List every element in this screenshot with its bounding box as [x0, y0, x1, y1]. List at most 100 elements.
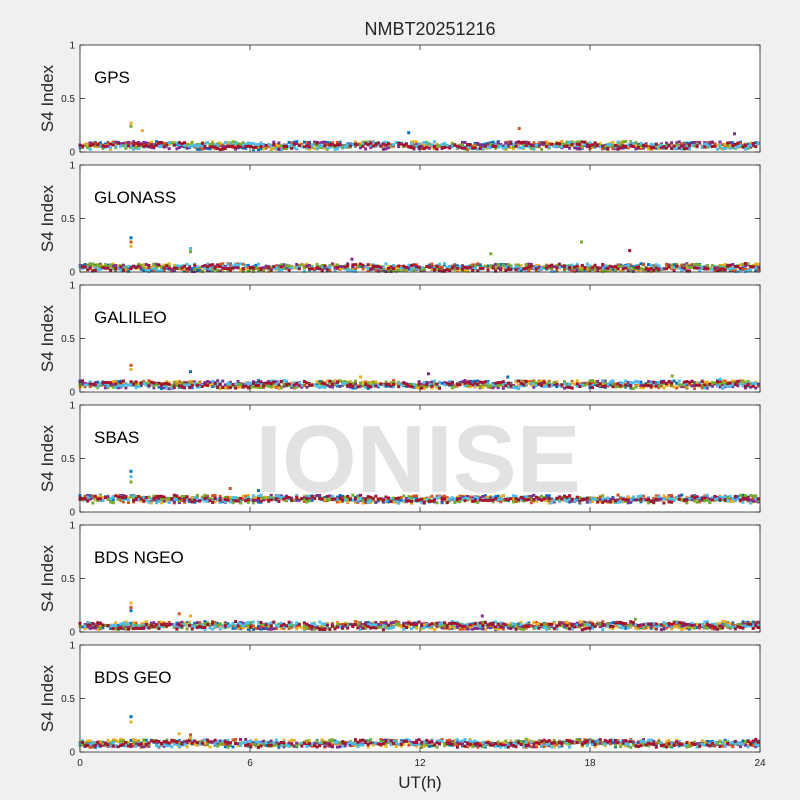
s4-point [285, 264, 288, 268]
s4-spike-point [670, 374, 674, 378]
s4-point [672, 379, 676, 383]
s4-point [542, 382, 546, 386]
s4-point [726, 141, 730, 145]
s4-point [180, 381, 184, 385]
s4-point [654, 263, 658, 267]
s4-point [170, 384, 174, 388]
s4-point [540, 266, 543, 270]
s4-point [221, 498, 225, 502]
s4-point [343, 145, 347, 149]
s4-point [614, 144, 617, 147]
s4-point [402, 268, 406, 272]
s4-point [81, 265, 84, 269]
s4-point [402, 494, 406, 498]
s4-point [392, 379, 396, 383]
s4-point [282, 146, 286, 150]
s4-point [180, 142, 184, 146]
s4-point [308, 494, 311, 498]
s4-point [654, 142, 658, 146]
s4-point [705, 383, 709, 387]
s4-point [180, 495, 184, 498]
s4-point [514, 144, 518, 148]
s4-point [636, 498, 640, 502]
s4-point [698, 496, 702, 500]
s4-point [491, 264, 495, 268]
s4-point [687, 143, 691, 147]
s4-point [560, 264, 564, 268]
s4-point [231, 140, 235, 144]
s4-point [149, 266, 153, 270]
s4-point [147, 500, 151, 504]
s4-point [147, 379, 151, 383]
s4-point [165, 499, 169, 503]
s4-point [369, 143, 373, 147]
s4-point [642, 146, 645, 150]
y-tick-label: 1 [69, 281, 75, 292]
s4-point [98, 497, 102, 501]
s4-point [496, 141, 500, 145]
s4-point [290, 266, 294, 270]
s4-point [621, 497, 625, 501]
s4-point [749, 494, 753, 498]
s4-point [101, 381, 105, 385]
s4-point [106, 381, 110, 384]
s4-point [547, 501, 551, 505]
s4-point [654, 146, 658, 150]
s4-point [308, 267, 311, 271]
s4-point [415, 494, 419, 498]
s4-point [517, 267, 521, 271]
s4-point [292, 385, 296, 389]
s4-point [624, 266, 628, 270]
s4-point [435, 496, 439, 500]
s4-point [621, 384, 625, 388]
s4-point [603, 269, 607, 273]
s4-point [162, 266, 166, 270]
s4-point [703, 141, 707, 145]
s4-point [438, 269, 441, 273]
s4-point [333, 379, 337, 383]
s4-point [685, 380, 689, 383]
s4-point [198, 145, 202, 149]
s4-point [325, 495, 329, 498]
s4-point [619, 497, 623, 500]
s4-point [476, 147, 480, 151]
s4-point [435, 268, 439, 271]
s4-point [540, 498, 543, 502]
s4-spike-point [228, 487, 232, 490]
s4-point [563, 264, 566, 268]
s4-point [616, 385, 620, 389]
s4-point [387, 267, 390, 270]
s4-point [177, 496, 181, 500]
s4-point [213, 145, 217, 149]
s4-point [399, 383, 403, 387]
y-axis-label: S4 Index [38, 184, 57, 252]
s4-point [443, 269, 447, 272]
s4-point [206, 147, 209, 150]
s4-point [443, 146, 447, 149]
s4-point [251, 627, 255, 631]
s4-point [124, 497, 128, 501]
s4-point [744, 262, 747, 266]
s4-point [259, 499, 263, 503]
s4-point [427, 265, 431, 269]
s4-point [381, 498, 385, 502]
s4-point [550, 384, 554, 388]
s4-point [481, 381, 485, 385]
s4-point [282, 382, 286, 386]
s4-point [450, 143, 454, 147]
s4-point [534, 497, 538, 501]
s4-point [366, 500, 370, 504]
s4-point [223, 266, 227, 270]
s4-point [471, 380, 475, 384]
s4-point [111, 501, 115, 505]
s4-point [652, 497, 656, 501]
s4-point [221, 264, 225, 268]
s4-point [239, 262, 243, 266]
s4-point [746, 380, 750, 383]
s4-point [726, 146, 730, 150]
s4-point [234, 499, 237, 503]
s4-point [341, 380, 345, 384]
s4-point [251, 266, 255, 270]
s4-point [682, 266, 686, 270]
